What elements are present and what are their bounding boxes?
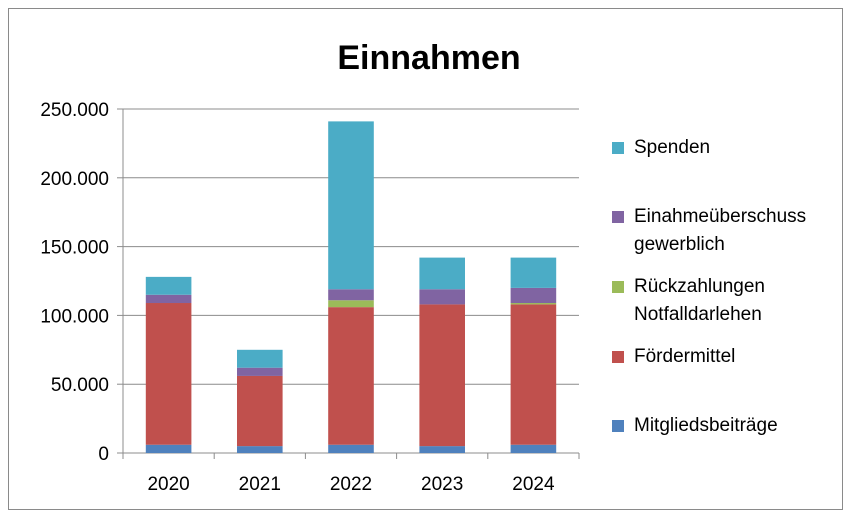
bar-layer (145, 121, 557, 453)
y-tick-label: 150.000 (40, 238, 109, 259)
bar-segment (237, 375, 283, 447)
legend-swatch (612, 351, 624, 363)
bar-segment (510, 287, 557, 304)
chart-frame: Einnahmen 0 50.000 100.000 150.000 200.000 25… (8, 8, 843, 510)
bar-segment (237, 446, 283, 453)
legend-label: Rückzahlungen (634, 276, 765, 297)
x-tick-label: 2024 (512, 474, 555, 495)
bar-segment (145, 444, 192, 453)
y-tick-label: 200.000 (40, 169, 109, 190)
y-tick-label: 100.000 (40, 306, 109, 327)
legend-label: Notfalldarlehen (634, 304, 762, 325)
legend-label: Fördermittel (634, 346, 735, 367)
bar-segment (510, 303, 557, 305)
y-tick-label: 250.000 (40, 100, 109, 121)
x-tick-label: 2020 (147, 474, 189, 495)
axis-layer: 0 50.000 100.000 150.000 200.000 250.000 2020 2… (40, 100, 580, 495)
legend: Spenden Einahmeüberschuss gewerblich Rückza… (612, 137, 806, 436)
x-tick-label: 2022 (330, 474, 372, 495)
chart: Einnahmen 0 50.000 100.000 150.000 200.000 25… (40, 39, 806, 495)
y-tick-label: 50.000 (51, 375, 109, 396)
bar-segment (510, 257, 557, 288)
bar-segment (419, 304, 465, 447)
bar-segment (419, 257, 465, 290)
bar-segment (237, 349, 283, 368)
legend-label: gewerblich (634, 234, 725, 255)
legend-swatch (612, 281, 624, 293)
bar-segment (328, 121, 374, 290)
bar-segment (145, 294, 192, 304)
legend-swatch (612, 142, 624, 154)
x-tick-label: 2021 (239, 474, 281, 495)
bar-segment (328, 307, 374, 445)
bar-segment (328, 300, 374, 308)
legend-label: Einahmeüberschuss (634, 206, 806, 227)
bar-segment (145, 303, 192, 445)
legend-swatch (612, 420, 624, 432)
bar-segment (419, 446, 465, 453)
x-tick-label: 2023 (421, 474, 463, 495)
bar-segment (510, 444, 557, 453)
bar-segment (510, 304, 557, 445)
chart-title: Einnahmen (337, 39, 520, 77)
legend-swatch (612, 211, 624, 223)
y-tick-label: 0 (98, 444, 109, 465)
legend-label: Mitgliedsbeiträge (634, 415, 778, 436)
bar-segment (419, 289, 465, 305)
bar-segment (328, 444, 374, 453)
bar-segment (328, 289, 374, 301)
bar-segment (145, 276, 192, 295)
legend-label: Spenden (634, 137, 710, 158)
bar-segment (237, 367, 283, 376)
